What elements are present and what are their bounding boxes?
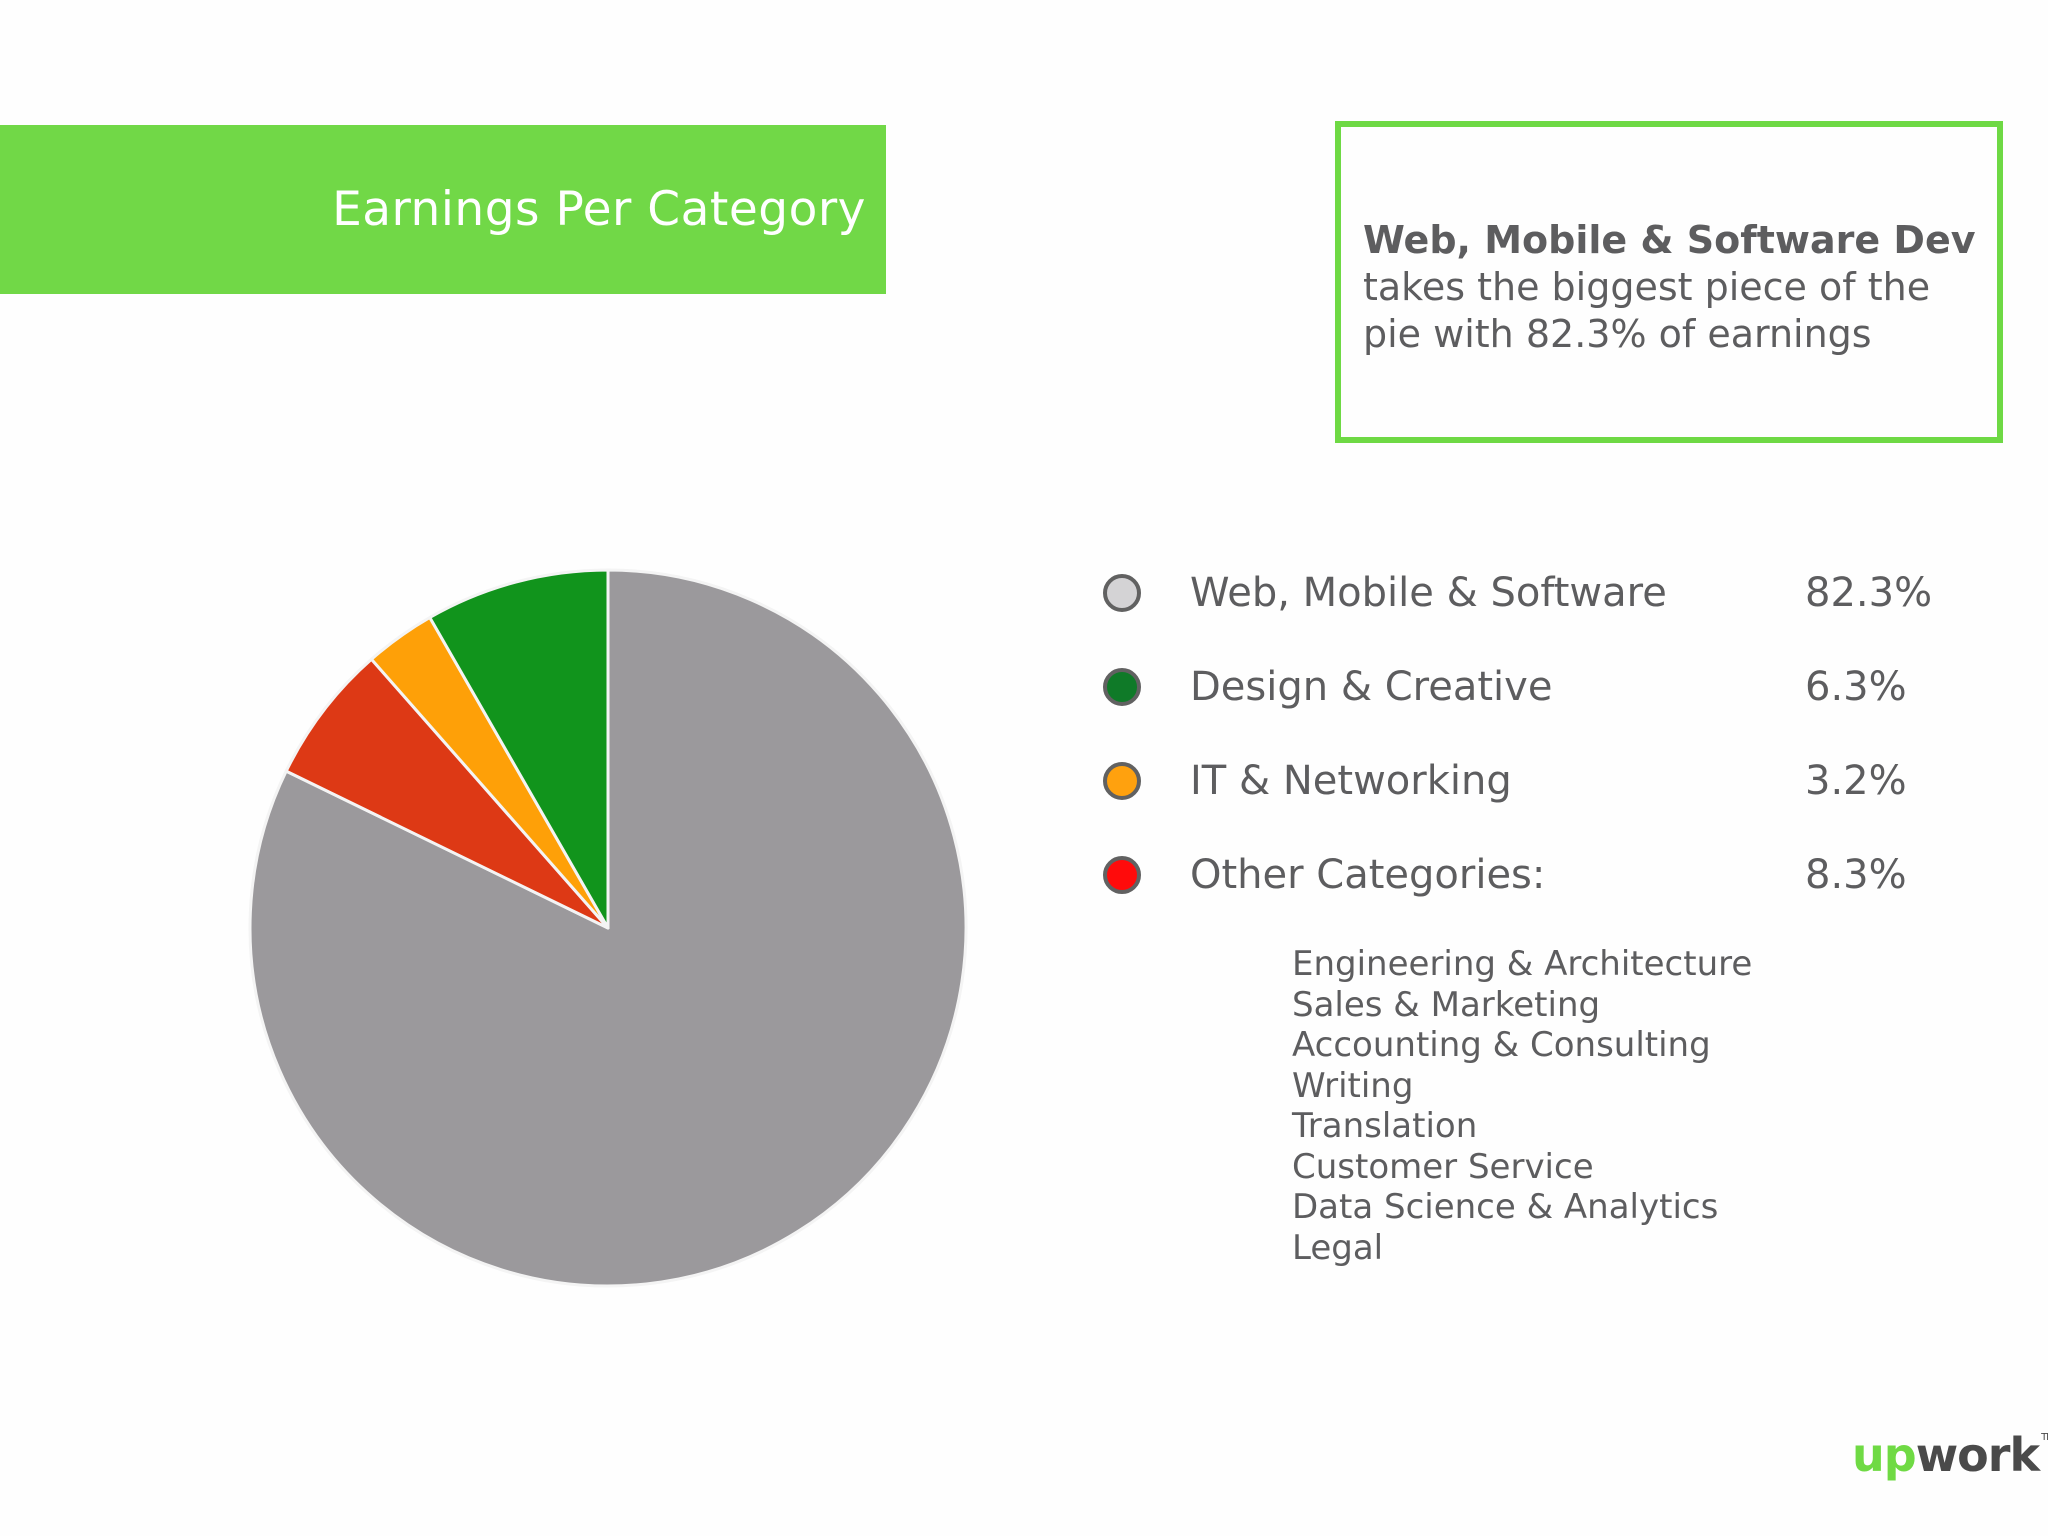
list-item: Accounting & Consulting	[1292, 1025, 1711, 1065]
legend-item-design-creative: Design & Creative 6.3%	[1100, 661, 1940, 721]
legend-marker	[1103, 762, 1141, 800]
logo-up-text: up	[1852, 1428, 1917, 1482]
legend-item-it-networking: IT & Networking 3.2%	[1100, 755, 1940, 815]
callout-text: Web, Mobile & Software Dev takes the big…	[1363, 217, 1983, 358]
pie-chart	[248, 568, 968, 1288]
list-item: Engineering & Architecture	[1292, 944, 1753, 984]
legend-label: Design & Creative	[1190, 664, 1553, 710]
legend-value: 82.3%	[1805, 570, 1933, 616]
logo-work-text: work	[1915, 1428, 2040, 1482]
list-item: Writing	[1292, 1065, 1414, 1106]
callout-body-text: takes the biggest piece of the pie with …	[1363, 265, 1931, 356]
upwork-logo: upworkTM	[1852, 1428, 2048, 1484]
pie-slice-design-creative	[428, 568, 610, 930]
callout-bold-text: Web, Mobile & Software Dev	[1363, 218, 1976, 262]
legend-marker	[1103, 574, 1141, 612]
legend-item-other-categories: Other Categories: 8.3%	[1100, 849, 1940, 909]
other-categories-list: Engineering & Architecture Sales & Marke…	[1292, 944, 1752, 1268]
legend-label: Web, Mobile & Software	[1190, 570, 1667, 616]
legend-label: Other Categories:	[1190, 852, 1546, 898]
legend-marker	[1103, 668, 1141, 706]
legend-value: 6.3%	[1805, 664, 1907, 710]
legend-value: 8.3%	[1805, 852, 1907, 898]
list-item: Legal	[1292, 1227, 1384, 1268]
list-item: Sales & Marketing	[1292, 984, 1601, 1025]
title-banner: Earnings Per Category	[0, 125, 886, 294]
list-item: Translation	[1292, 1106, 1478, 1146]
legend-marker	[1103, 856, 1141, 894]
legend-item-web-mobile-software: Web, Mobile & Software 82.3%	[1100, 567, 1940, 627]
page-title: Earnings Per Category	[332, 182, 866, 237]
legend-value: 3.2%	[1805, 758, 1907, 804]
list-item: Data Science & Analytics	[1292, 1187, 1719, 1227]
pie-slice-other-categories	[284, 657, 610, 930]
list-item: Customer Service	[1292, 1146, 1594, 1187]
logo-trademark: TM	[2041, 1432, 2048, 1443]
legend-label: IT & Networking	[1190, 758, 1512, 804]
callout-box: Web, Mobile & Software Dev takes the big…	[1335, 121, 2003, 443]
